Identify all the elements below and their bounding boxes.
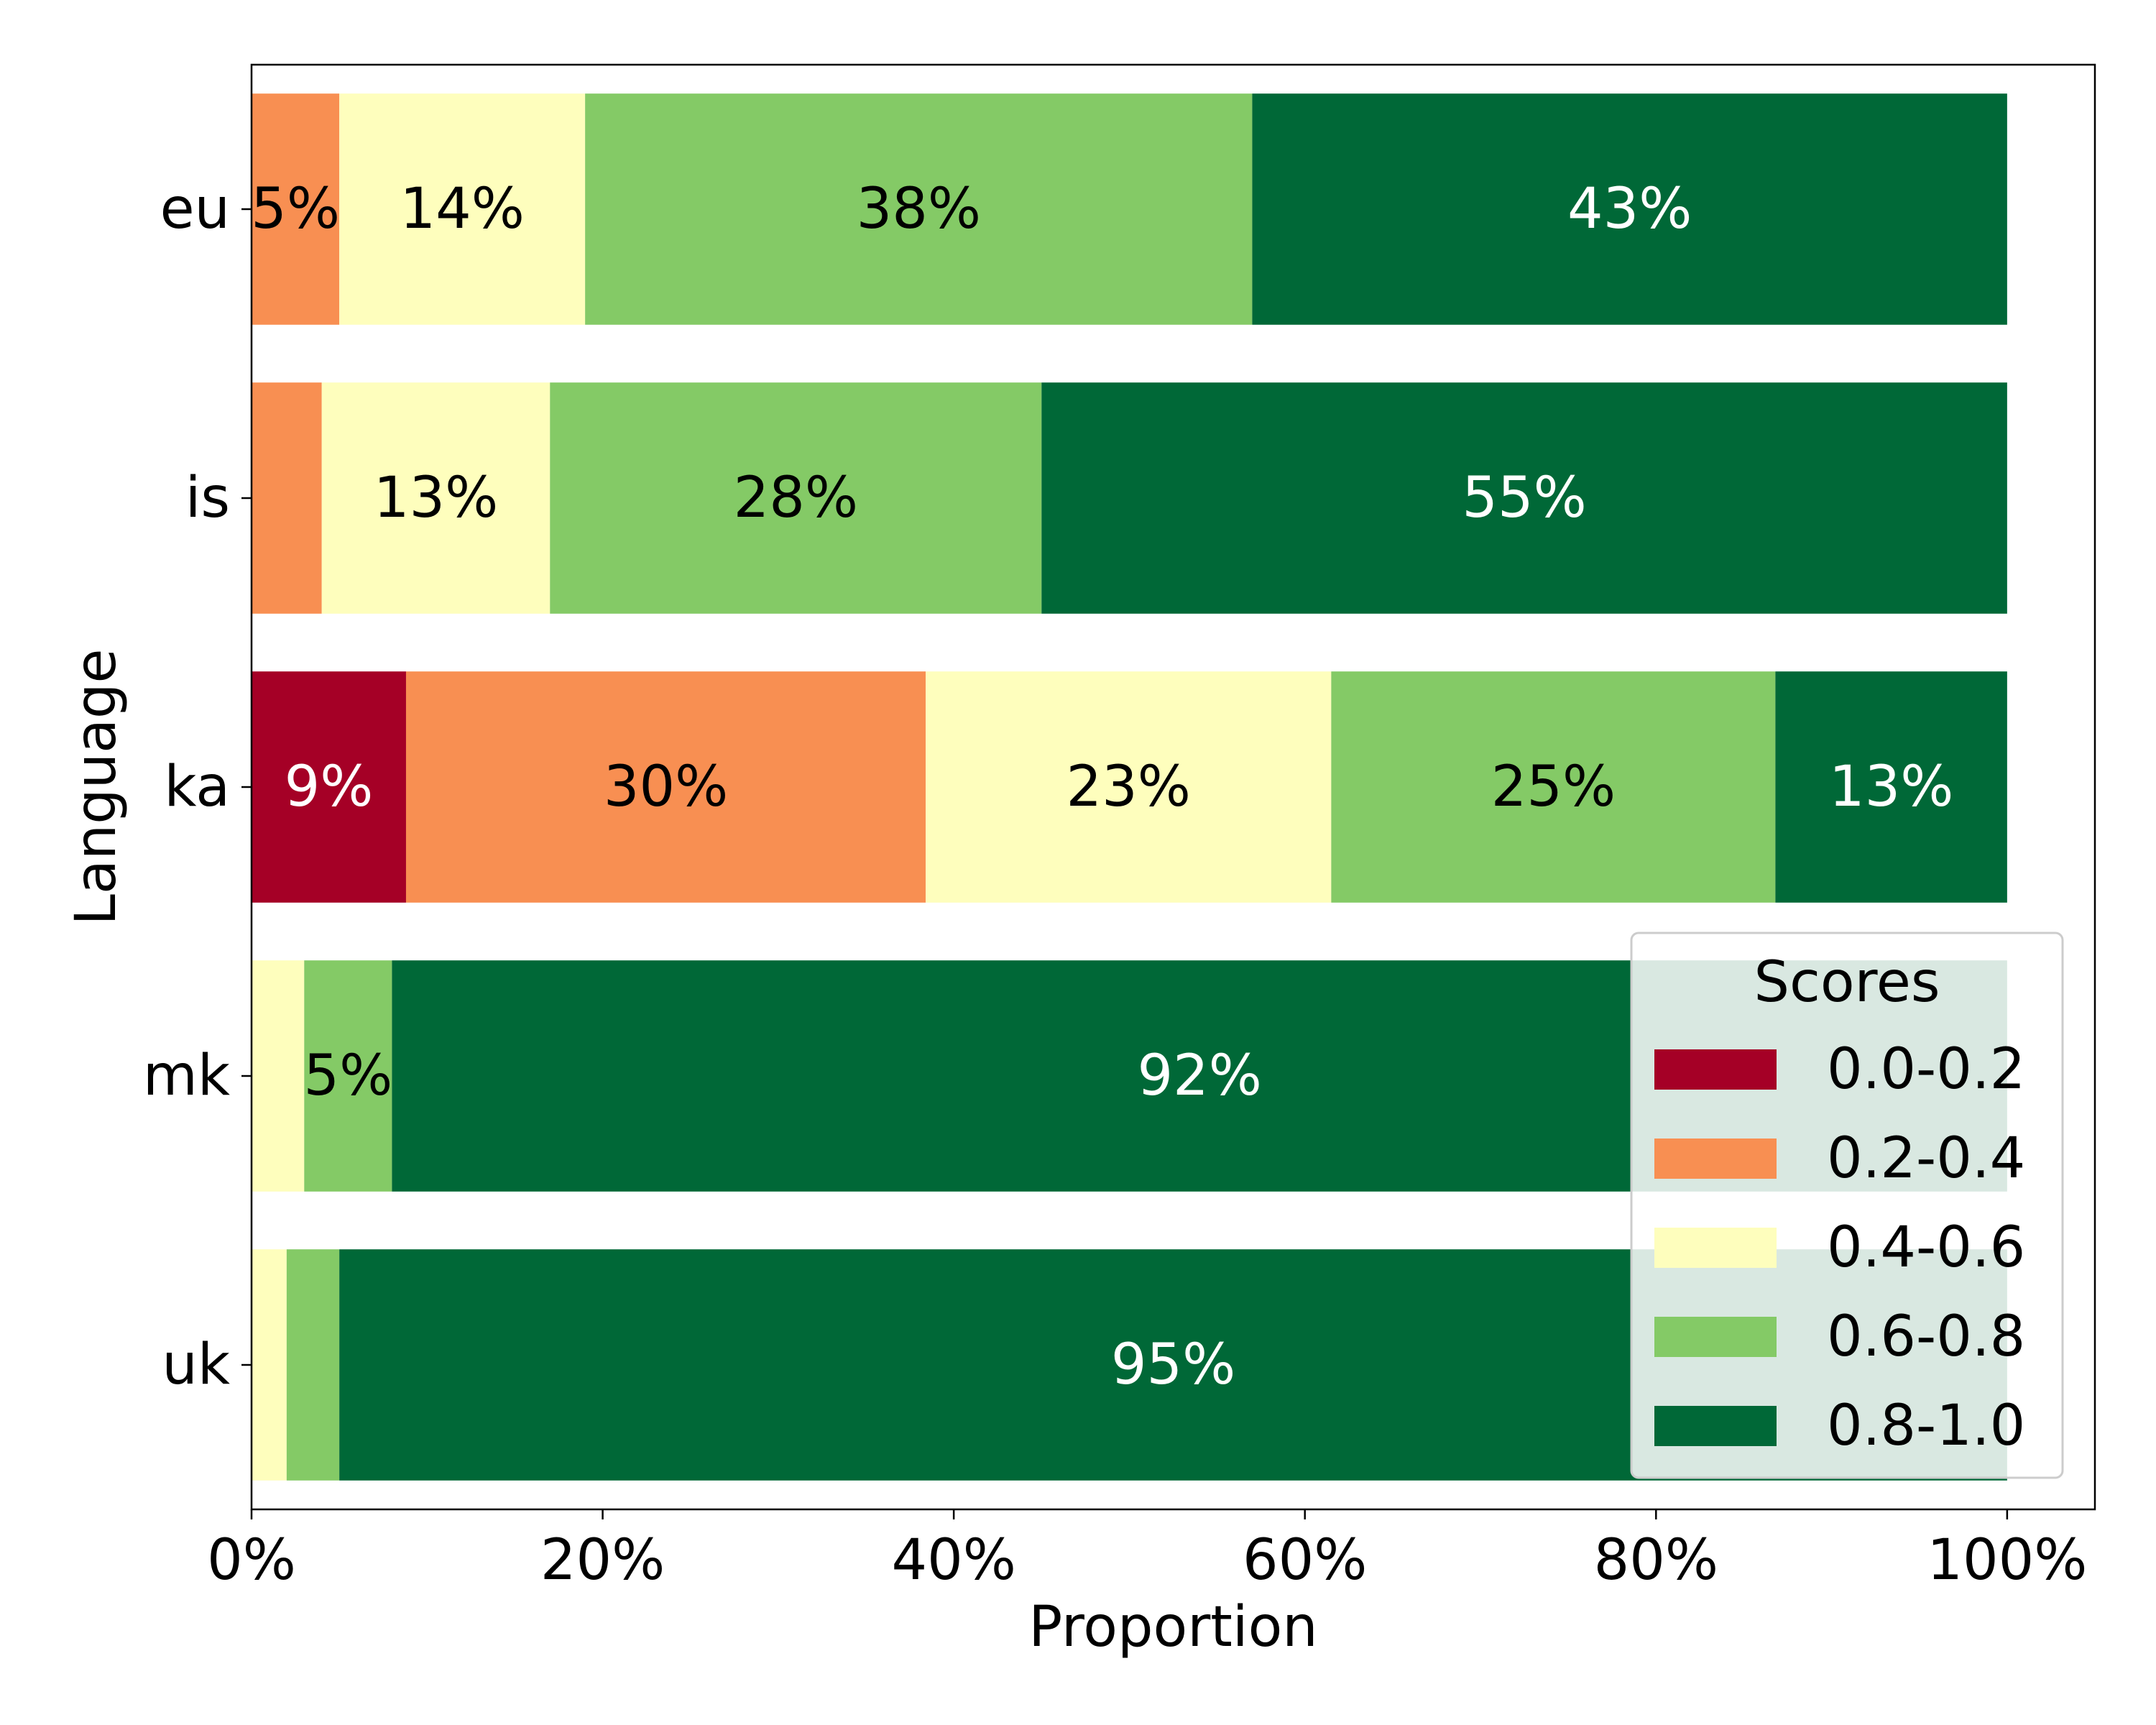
bar-label-is-3: 28% [734,466,858,530]
bar-label-ka-2: 23% [1067,755,1191,819]
bar-label-is-2: 13% [374,466,498,530]
y-tick-label-eu: eu [160,177,230,242]
bar-label-mk-3: 5% [303,1044,392,1108]
bar-segment-uk-3 [287,1249,339,1481]
stacked-bar-chart: 5% 14% 38% 43% 13% 28% 55% 9% 30% 23% 25% 13% 5% 92% 9… [0,0,2156,1725]
bar-label-ka-4: 13% [1829,755,1953,819]
bar-label-uk-4: 95% [1111,1333,1235,1397]
legend-label-3: 0.6-0.8 [1827,1305,2025,1369]
y-tick-label-is: is [185,466,230,530]
bar-label-eu-2: 14% [400,177,524,242]
y-axis-label: Language [64,649,129,926]
bar-label-eu-1: 5% [251,177,340,242]
x-tick-label-40: 40% [891,1528,1015,1593]
legend: Scores 0.0-0.2 0.2-0.4 0.4-0.6 0.6-0.8 0.8-1… [1631,933,2063,1478]
y-tick-label-mk: mk [143,1044,230,1108]
legend-swatch-2 [1654,1228,1777,1268]
bar-label-ka-3: 25% [1491,755,1616,819]
bar-label-is-4: 55% [1462,466,1586,530]
bar-label-ka-0: 9% [285,755,374,819]
x-tick-label-80: 80% [1594,1528,1718,1593]
x-tick-label-20: 20% [540,1528,665,1593]
y-tick-label-ka: ka [164,755,230,819]
bar-label-eu-3: 38% [857,177,981,242]
bar-label-eu-4: 43% [1567,177,1692,242]
bar-label-ka-1: 30% [604,755,728,819]
legend-label-0: 0.0-0.2 [1827,1037,2025,1102]
x-tick-label-60: 60% [1243,1528,1367,1593]
x-axis-label: Proportion [1028,1595,1317,1660]
bar-segment-uk-2 [252,1249,287,1481]
legend-label-4: 0.8-1.0 [1827,1394,2025,1458]
y-tick-label-uk: uk [162,1333,230,1397]
legend-swatch-1 [1654,1138,1777,1179]
bar-segment-mk-2 [252,960,304,1192]
legend-label-1: 0.2-0.4 [1827,1126,2025,1191]
legend-title: Scores [1754,950,1940,1015]
x-tick-label-0: 0% [207,1528,296,1593]
bar-segment-is-1 [252,382,322,614]
legend-swatch-3 [1654,1317,1777,1357]
legend-swatch-0 [1654,1049,1777,1090]
legend-swatch-4 [1654,1406,1777,1446]
legend-label-2: 0.4-0.6 [1827,1215,2025,1280]
bar-label-mk-4: 92% [1137,1044,1261,1108]
x-tick-label-100: 100% [1927,1528,2087,1593]
